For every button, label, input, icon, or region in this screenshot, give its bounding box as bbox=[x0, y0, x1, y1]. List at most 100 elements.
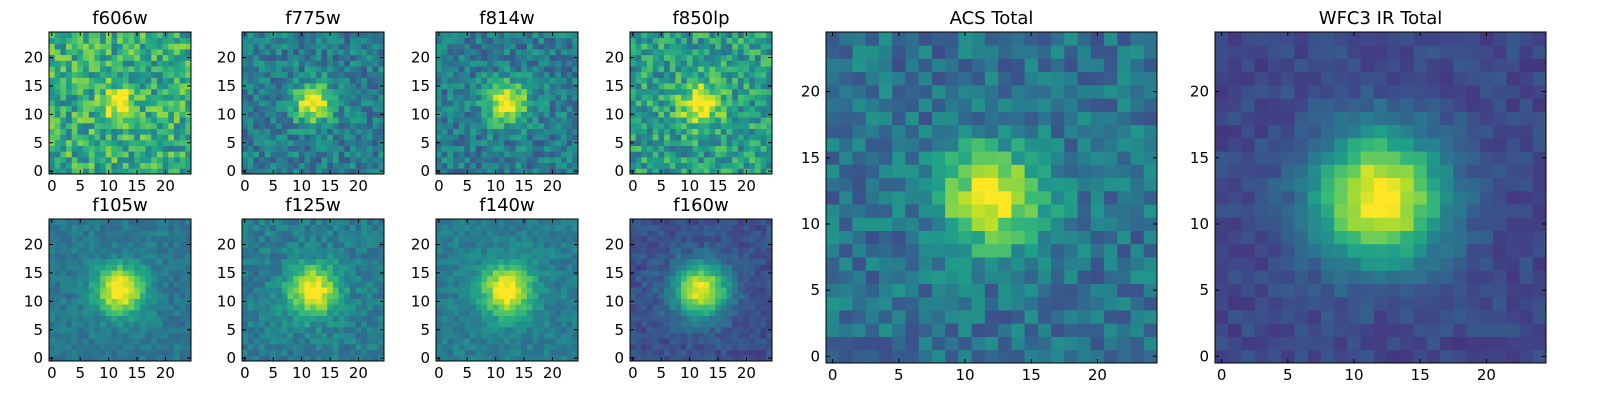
heatmap-cell bbox=[441, 60, 448, 67]
heatmap-cell bbox=[749, 139, 756, 146]
heatmap-cell bbox=[572, 32, 579, 39]
heatmap-cell bbox=[111, 156, 118, 164]
heatmap-cell bbox=[543, 287, 550, 294]
heatmap-cell bbox=[344, 292, 351, 299]
heatmap-cell bbox=[122, 253, 129, 260]
heatmap-cell bbox=[669, 168, 676, 175]
heatmap-cell bbox=[372, 94, 379, 101]
heatmap-cell bbox=[287, 258, 294, 265]
heatmap-cell bbox=[71, 270, 78, 277]
heatmap-cell bbox=[504, 224, 511, 231]
heatmap-cell bbox=[458, 134, 465, 141]
heatmap-cell bbox=[504, 88, 511, 95]
heatmap-cell bbox=[162, 349, 169, 356]
heatmap-cell bbox=[247, 281, 254, 288]
heatmap-cell bbox=[664, 117, 671, 124]
heatmap-cell bbox=[664, 287, 671, 294]
heatmap-cell bbox=[253, 343, 260, 351]
heatmap-cell bbox=[298, 128, 305, 135]
heatmap-cell bbox=[521, 117, 528, 124]
heatmap-cell bbox=[549, 66, 556, 73]
heatmap-cell bbox=[538, 145, 545, 152]
heatmap-cell bbox=[538, 94, 545, 101]
heatmap-cell bbox=[139, 105, 146, 112]
heatmap-cell bbox=[737, 156, 744, 164]
heatmap-cell bbox=[315, 326, 322, 333]
heatmap-cell bbox=[60, 49, 67, 56]
heatmap-cell bbox=[743, 83, 750, 90]
heatmap-cell bbox=[441, 122, 448, 129]
heatmap-cell bbox=[349, 83, 356, 90]
heatmap-cell bbox=[475, 168, 482, 175]
heatmap-cell bbox=[253, 139, 260, 146]
heatmap-cell bbox=[185, 100, 192, 107]
heatmap-cell bbox=[111, 117, 118, 124]
heatmap-cell bbox=[247, 315, 254, 322]
heatmap-cell bbox=[720, 355, 727, 362]
heatmap-cell bbox=[754, 309, 762, 316]
heatmap-cell bbox=[458, 332, 465, 339]
heatmap-cell bbox=[703, 105, 710, 112]
heatmap-cell bbox=[242, 117, 249, 124]
heatmap-cell bbox=[481, 224, 488, 231]
heatmap-cell bbox=[492, 224, 499, 231]
y-tick-label: 10 bbox=[217, 292, 236, 310]
heatmap-cell bbox=[315, 122, 322, 129]
heatmap-cell bbox=[566, 292, 573, 299]
heatmap-cell bbox=[749, 355, 756, 362]
heatmap-cell bbox=[572, 304, 579, 311]
heatmap-cell bbox=[572, 37, 579, 44]
heatmap-cell bbox=[111, 304, 118, 311]
heatmap-cell bbox=[521, 111, 528, 118]
heatmap-cell bbox=[327, 60, 334, 67]
heatmap-cell bbox=[117, 219, 124, 226]
heatmap-cell bbox=[560, 77, 568, 84]
heatmap-cell bbox=[264, 66, 271, 73]
heatmap-cell bbox=[253, 298, 260, 305]
heatmap-cell bbox=[361, 77, 368, 84]
heatmap-cell bbox=[766, 49, 773, 56]
heatmap-cell bbox=[366, 287, 374, 294]
heatmap-cell bbox=[521, 49, 528, 56]
heatmap-cell bbox=[94, 111, 101, 118]
heatmap-cell bbox=[270, 253, 277, 260]
heatmap-cell bbox=[754, 94, 762, 101]
heatmap-cell bbox=[692, 355, 699, 362]
heatmap-cell bbox=[310, 37, 317, 44]
heatmap-cell bbox=[715, 156, 722, 164]
heatmap-cell bbox=[83, 287, 90, 294]
heatmap-cell bbox=[60, 139, 67, 146]
heatmap-cell bbox=[492, 134, 499, 141]
heatmap-cell bbox=[366, 156, 374, 164]
heatmap-cell bbox=[709, 139, 716, 146]
heatmap-cell bbox=[361, 247, 368, 254]
heatmap-cell bbox=[253, 77, 260, 84]
heatmap-cell bbox=[487, 343, 494, 351]
heatmap-cell bbox=[293, 247, 300, 254]
heatmap-cell bbox=[122, 49, 129, 56]
y-tick-label: 0 bbox=[226, 349, 236, 367]
heatmap-cell bbox=[344, 241, 351, 248]
heatmap-cell bbox=[83, 151, 90, 158]
heatmap-cell bbox=[100, 37, 107, 44]
heatmap-cell bbox=[173, 37, 181, 44]
heatmap-cell bbox=[647, 43, 654, 50]
heatmap-cell bbox=[526, 134, 533, 141]
heatmap-cell bbox=[715, 145, 722, 152]
heatmap-cell bbox=[145, 134, 152, 141]
heatmap-cell bbox=[156, 156, 163, 164]
heatmap-cell bbox=[703, 292, 710, 299]
heatmap-cell bbox=[366, 304, 374, 311]
heatmap-cell bbox=[54, 264, 61, 271]
heatmap-cell bbox=[145, 105, 152, 112]
heatmap-cell bbox=[298, 54, 305, 61]
heatmap-cell bbox=[111, 332, 118, 339]
heatmap-cell bbox=[635, 71, 642, 78]
heatmap-cell bbox=[60, 241, 67, 248]
heatmap-cell bbox=[681, 43, 688, 50]
heatmap-cell bbox=[179, 168, 186, 175]
heatmap-cell bbox=[315, 321, 322, 328]
heatmap-cell bbox=[134, 287, 141, 294]
heatmap-cell bbox=[647, 162, 654, 169]
heatmap-cell bbox=[54, 315, 61, 322]
